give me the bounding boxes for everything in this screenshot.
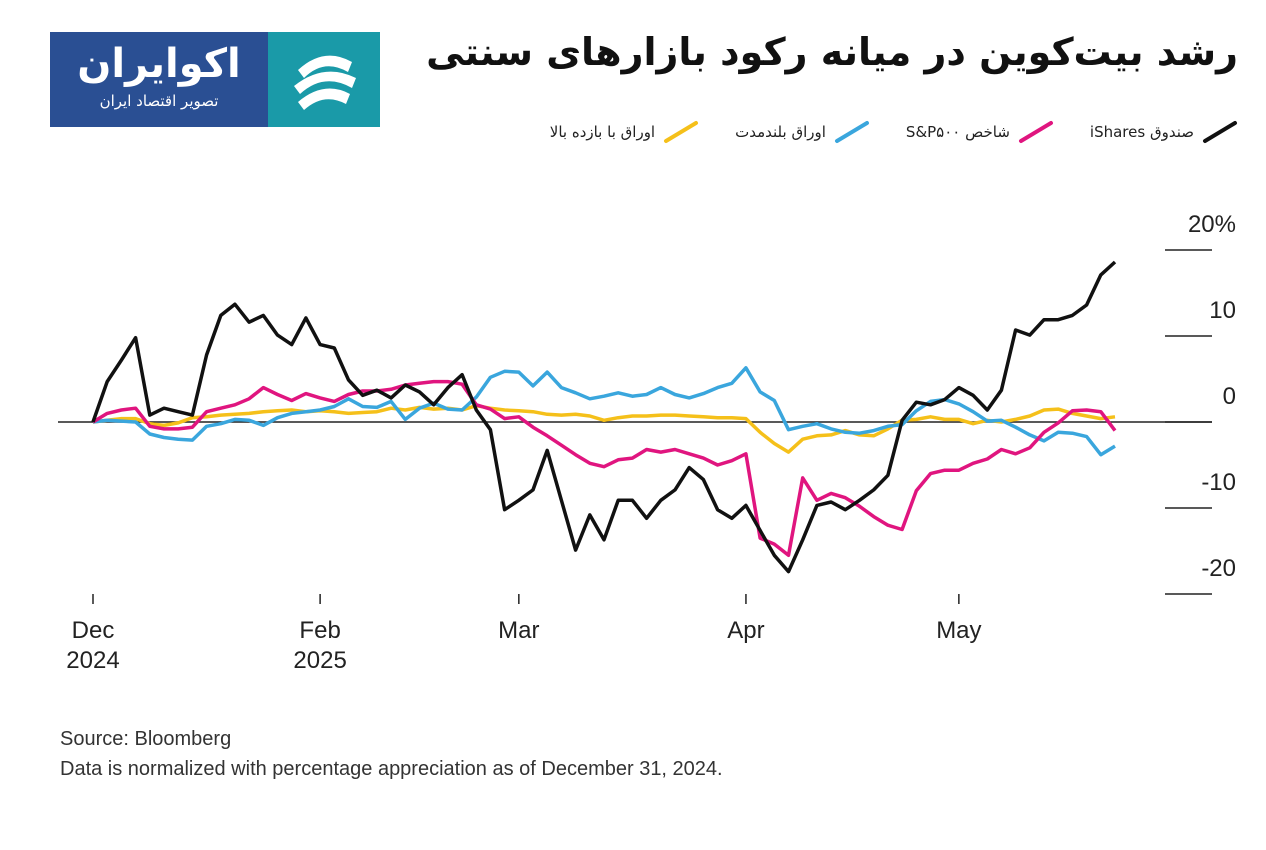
legend-marker: [1203, 121, 1237, 143]
y-tick-label: 0: [1223, 383, 1236, 410]
logo-tagline: تصویر اقتصاد ایران: [99, 92, 219, 110]
logo-text: اکوایران تصویر اقتصاد ایران: [50, 32, 268, 127]
x-tick-label: Dec 2024: [66, 617, 120, 674]
y-tick-label: 20%: [1188, 211, 1236, 238]
legend: صندوق iShares شاخص S&P۵۰۰ اوراق بلندمدت اور…: [550, 120, 1238, 144]
chart-title: رشد بیت‌کوین در میانه رکود بازارهای سنتی: [426, 30, 1238, 74]
legend-label: اوراق با بازده بالا: [549, 123, 656, 141]
legend-item: صندوق iShares: [1090, 120, 1238, 144]
x-tick-label: Apr: [727, 617, 765, 644]
legend-label: شاخص S&P۵۰۰: [905, 123, 1010, 141]
legend-marker: [1018, 121, 1053, 143]
legend-marker: [664, 121, 699, 143]
series-line: [91, 260, 1117, 574]
x-tick-label: Mar: [498, 617, 540, 644]
legend-item: اوراق بلندمدت: [735, 120, 870, 144]
series-line: [92, 366, 1116, 457]
legend-item: اوراق با بازده بالا: [550, 120, 699, 144]
y-tick-label: 10: [1209, 297, 1236, 324]
series-line: [92, 403, 1116, 454]
x-tick-label: Feb 2025: [293, 617, 347, 674]
legend-swatch: [1018, 121, 1053, 143]
legend-marker: [834, 121, 869, 143]
y-tick-label: -20: [1201, 555, 1236, 582]
legend-swatch: [1203, 121, 1237, 143]
source: Source: Bloomberg: [60, 728, 232, 750]
x-tick-label: May: [936, 617, 982, 644]
series-line: [92, 379, 1117, 558]
legend-label: صندوق iShares: [1089, 123, 1194, 141]
legend-swatch: [834, 121, 869, 143]
logo: اکوایران تصویر اقتصاد ایران: [50, 32, 380, 127]
legend-item: شاخص S&P۵۰۰: [906, 120, 1054, 144]
y-tick-label: -10: [1201, 469, 1236, 496]
note: Data is normalized with percentage appre…: [60, 758, 723, 780]
legend-swatch: [664, 121, 699, 143]
legend-label: اوراق بلندمدت: [735, 123, 826, 141]
logo-mark: [294, 55, 356, 110]
logo-icon: [268, 32, 380, 127]
chart: 20% 10 0 -10 -20: [58, 211, 1236, 604]
logo-name: اکوایران: [77, 41, 241, 87]
